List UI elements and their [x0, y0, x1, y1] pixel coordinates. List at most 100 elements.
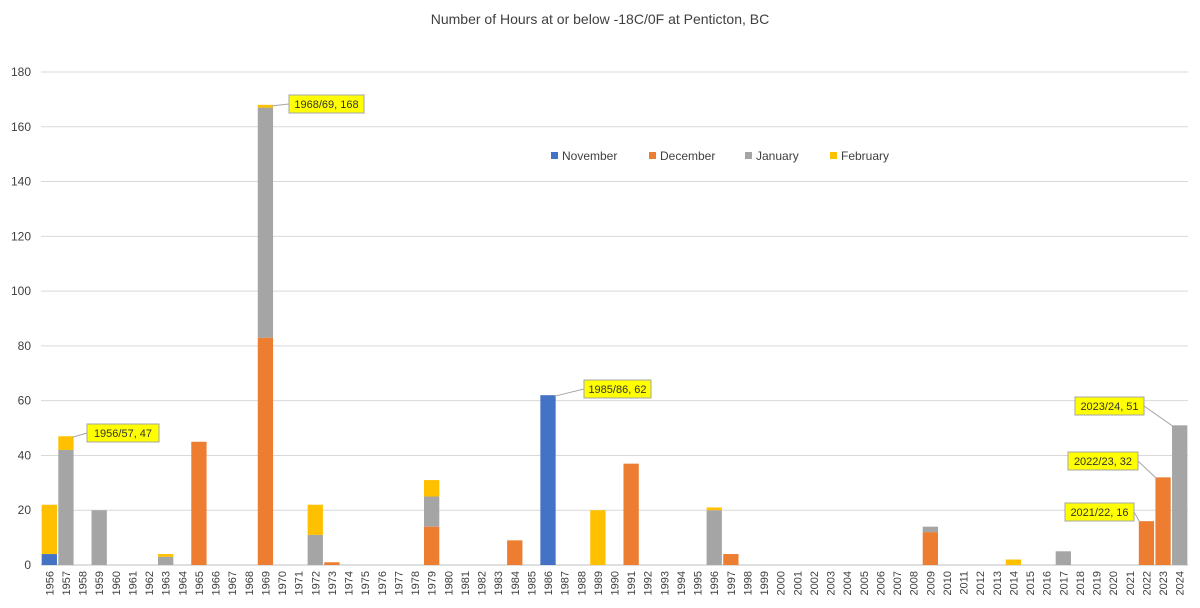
callout-leader	[1137, 460, 1157, 479]
x-tick-label: 2009	[925, 571, 937, 595]
x-tick-label: 1972	[310, 571, 322, 595]
bar-january-1972	[307, 534, 323, 565]
x-tick-label: 1993	[659, 571, 671, 595]
x-tick-label: 2014	[1008, 571, 1020, 595]
callout-box	[288, 94, 365, 114]
x-tick-label: 1965	[194, 571, 206, 595]
x-tick-label: 1960	[111, 571, 123, 595]
callouts: 1956/57, 47 1968/69, 168 1985/86, 62 2021/2…	[72, 94, 1174, 523]
callout-label: 2021/22, 16	[1070, 507, 1128, 519]
x-tick-label: 1974	[344, 571, 356, 595]
legend-label: February	[841, 149, 889, 163]
x-tick-label: 1988	[576, 571, 588, 595]
callout-box	[583, 379, 652, 399]
x-tick-label: 2022	[1141, 571, 1153, 595]
y-tick-label: 40	[18, 448, 32, 462]
bar-december-1965	[191, 441, 207, 565]
bar-december-1984	[507, 540, 523, 565]
bar-january-1957	[58, 449, 74, 565]
y-tick-label: 0	[24, 558, 31, 572]
x-tick-label: 1987	[560, 571, 572, 595]
legend-swatch	[745, 152, 752, 159]
gridlines	[41, 71, 1188, 566]
bar-february-1963	[158, 554, 174, 557]
x-tick-label: 1995	[693, 571, 705, 595]
x-tick-label: 2003	[826, 571, 838, 595]
x-tick-label: 2018	[1075, 571, 1087, 595]
bar-february-1972	[307, 504, 323, 535]
legend-swatch	[830, 152, 837, 159]
bar-january-1959	[91, 510, 107, 565]
x-tick-label: 1970	[277, 571, 289, 595]
bar-november-1956	[41, 554, 57, 565]
x-tick-label: 2013	[992, 571, 1004, 595]
callout-label: 1968/69, 168	[294, 99, 358, 111]
y-tick-label: 20	[18, 503, 32, 517]
x-tick-label: 1994	[676, 571, 688, 595]
y-tick-label: 60	[18, 394, 32, 408]
callout-box	[1067, 451, 1139, 471]
x-tick-label: 2007	[892, 571, 904, 595]
x-tick-label: 1998	[742, 571, 754, 595]
x-tick-label: 2021	[1125, 571, 1137, 595]
x-tick-label: 1973	[327, 571, 339, 595]
callout-leader	[1143, 405, 1174, 427]
x-tick-label: 1976	[377, 571, 389, 595]
bars	[41, 104, 1188, 565]
x-tick-label: 1971	[294, 571, 306, 595]
chart-title: Number of Hours at or below -18C/0F at P…	[431, 11, 769, 27]
bar-february-1957	[58, 436, 74, 450]
bar-december-2022	[1138, 521, 1155, 565]
callout-leader	[72, 432, 88, 438]
x-tick-label: 1968	[244, 571, 256, 595]
x-axis: 1956 1957 1958 1959 1960 1961 1962 1963 1964 1965…	[44, 571, 1186, 595]
legend-label: November	[562, 149, 617, 163]
x-tick-label: 2015	[1025, 571, 1037, 595]
x-tick-label: 1967	[227, 571, 239, 595]
bar-january-2017	[1055, 551, 1071, 565]
x-tick-label: 1959	[94, 571, 106, 595]
bar-december-1979	[423, 526, 440, 565]
x-tick-label: 1990	[610, 571, 622, 595]
x-tick-label: 1969	[260, 571, 272, 595]
bar-january-1996	[706, 510, 722, 565]
bar-december-1997	[723, 554, 739, 565]
x-tick-label: 1997	[726, 571, 738, 595]
callout-label: 1985/86, 62	[588, 384, 646, 396]
x-tick-label: 2023	[1158, 571, 1170, 595]
callout-box	[1064, 502, 1135, 522]
x-tick-label: 1981	[460, 571, 472, 595]
x-tick-label: 1985	[526, 571, 538, 595]
callout-leader	[272, 103, 290, 107]
bar-january-2009	[922, 526, 938, 533]
bar-december-2009	[922, 532, 938, 565]
callout-label: 2023/24, 51	[1080, 401, 1138, 413]
x-tick-label: 1977	[393, 571, 405, 595]
bar-january-1969	[257, 107, 274, 338]
x-tick-label: 2005	[859, 571, 871, 595]
x-tick-label: 1963	[161, 571, 173, 595]
x-tick-label: 2001	[792, 571, 804, 595]
callout-label: 1956/57, 47	[94, 428, 152, 440]
callout-leader	[554, 388, 585, 397]
y-tick-label: 160	[11, 120, 31, 134]
x-tick-label: 1962	[144, 571, 156, 595]
x-tick-label: 1992	[643, 571, 655, 595]
x-tick-label: 2016	[1042, 571, 1054, 595]
bar-december-1969	[257, 337, 274, 565]
x-tick-label: 1975	[360, 571, 372, 595]
x-tick-label: 1966	[211, 571, 223, 595]
x-tick-label: 2017	[1058, 571, 1070, 595]
x-tick-label: 1964	[177, 571, 189, 595]
legend-swatch	[551, 152, 558, 159]
x-tick-label: 1999	[759, 571, 771, 595]
x-tick-label: 1982	[477, 571, 489, 595]
x-tick-label: 1986	[543, 571, 555, 595]
y-tick-label: 80	[18, 339, 32, 353]
x-tick-label: 2011	[959, 571, 971, 595]
x-tick-label: 1983	[493, 571, 505, 595]
x-tick-label: 2006	[875, 571, 887, 595]
x-tick-label: 1978	[410, 571, 422, 595]
y-axis: 0 20 40 60 80 100 120 140 160 180	[11, 65, 31, 572]
